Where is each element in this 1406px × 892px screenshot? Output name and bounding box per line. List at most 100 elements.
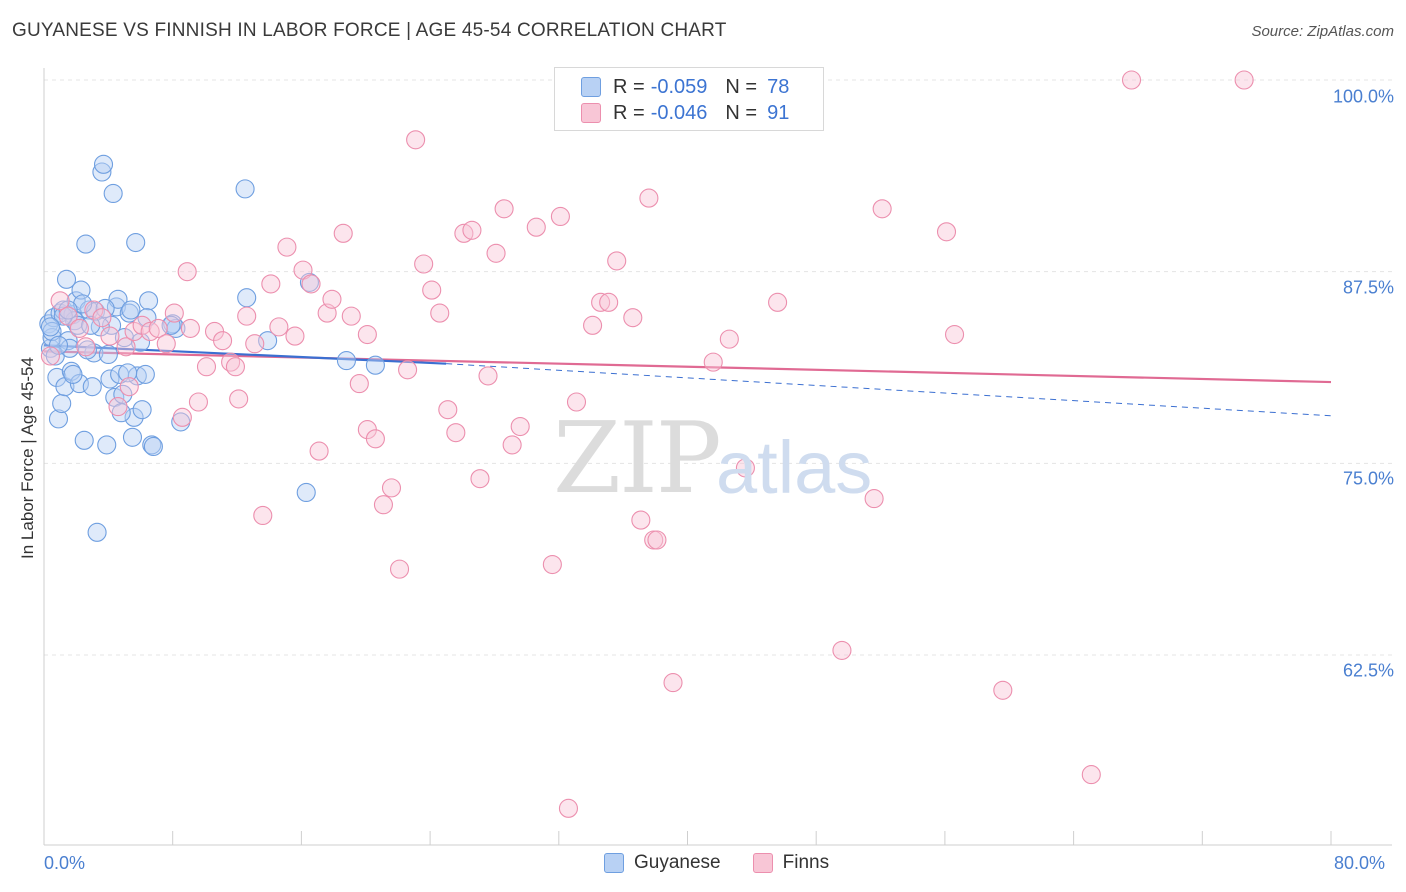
legend-label-guyanese: Guyanese — [634, 852, 721, 873]
n-label: N = — [725, 101, 758, 124]
finns-point — [349, 374, 369, 394]
guyanese-point — [119, 303, 139, 323]
guyanese-point — [93, 154, 114, 174]
finns-point — [398, 360, 418, 380]
finns-point — [357, 324, 377, 345]
finns-point — [510, 416, 530, 437]
guyanese-trend-extension — [446, 363, 1332, 417]
finns-point — [277, 237, 297, 257]
finns-point — [148, 318, 168, 338]
n-value: 78 — [767, 75, 790, 98]
finns-point — [225, 357, 245, 377]
guyanese-point — [82, 377, 102, 397]
finns-point — [196, 357, 217, 377]
guyanese-point — [97, 435, 117, 455]
r-value: -0.059 — [650, 75, 708, 98]
guyanese-point — [77, 340, 97, 360]
guyanese-point — [58, 331, 78, 351]
guyanese-point — [73, 294, 93, 314]
chart-title: GUYANESE VS FINNISH IN LABOR FORCE | AGE… — [12, 20, 727, 41]
finns-point — [69, 318, 89, 338]
series-legend: Guyanese Finns — [604, 852, 861, 874]
finns-point — [50, 291, 70, 311]
stats-legend: R = -0.059 N = 78 R = -0.046 N = 91 — [554, 67, 824, 131]
finns-point — [333, 223, 353, 243]
finns-point — [768, 292, 788, 312]
guyanese-point — [143, 436, 163, 457]
finns-point — [623, 308, 643, 328]
guyanese-point — [63, 364, 83, 384]
finns-point — [253, 505, 273, 526]
guyanese-point — [139, 291, 159, 311]
finns-point — [566, 392, 587, 412]
guyanese-point — [74, 430, 94, 450]
trend-lines — [43, 344, 1332, 417]
finns-point — [84, 300, 104, 320]
finns-point — [631, 510, 651, 530]
finns-point — [245, 334, 265, 354]
finns-point — [647, 530, 667, 550]
axes — [43, 68, 1392, 846]
finns-point — [872, 199, 892, 219]
finns-point — [164, 303, 184, 323]
finns-point — [583, 315, 603, 335]
guyanese-point — [365, 355, 385, 375]
finns-point — [180, 318, 200, 338]
finns-point — [58, 306, 78, 326]
guyanese-point — [48, 409, 69, 429]
finns-point — [832, 640, 852, 660]
finns-point — [558, 798, 579, 818]
legend-item-guyanese[interactable]: Guyanese — [604, 852, 721, 874]
guyanese-point — [81, 315, 101, 335]
finns-point — [591, 292, 611, 312]
finns-point — [639, 188, 659, 208]
stats-row-guyanese: R = -0.059 N = 78 — [581, 75, 789, 99]
finns-point — [237, 306, 257, 326]
legend-item-finns[interactable]: Finns — [752, 852, 830, 874]
finns-point — [389, 559, 410, 579]
guyanese-point — [121, 300, 141, 320]
finns-point — [341, 306, 361, 326]
finns-point — [261, 274, 281, 294]
guyanese-point — [92, 162, 112, 182]
finns-point — [108, 397, 128, 417]
guyanese-point — [103, 183, 123, 204]
guyanese-point — [87, 522, 107, 542]
legend-label-finns: Finns — [782, 852, 830, 873]
finns-point — [422, 280, 442, 300]
guyanese-point — [132, 400, 152, 420]
finns-points — [40, 70, 1254, 818]
finns-point — [599, 292, 619, 312]
finns-point — [285, 326, 305, 346]
finns-point — [945, 324, 965, 345]
finns-point — [406, 130, 426, 150]
finns-point — [526, 217, 546, 237]
finns-point — [663, 673, 683, 693]
finns-point — [550, 206, 570, 227]
source-label: Source: ZipAtlas.com — [1251, 23, 1394, 40]
guyanese-point — [100, 369, 120, 389]
finns-point — [1121, 70, 1142, 90]
guyanese-point — [126, 232, 146, 253]
guyanese-point — [52, 393, 72, 414]
guyanese-trend-line — [43, 344, 447, 365]
guyanese-point — [118, 363, 138, 383]
guyanese-point — [40, 317, 60, 337]
guyanese-swatch — [581, 77, 601, 97]
finns-point — [365, 429, 385, 449]
y-tick-label: 100.0% — [1332, 86, 1394, 107]
guyanese-point — [111, 403, 131, 423]
finns-point — [470, 469, 490, 489]
y-axis-label: In Labor Force | Age 45-54 — [18, 357, 37, 559]
finns-point — [446, 423, 466, 443]
finns-point — [430, 303, 450, 323]
finns-trend-line — [43, 350, 1332, 384]
finns-point — [719, 329, 739, 349]
finns-point — [229, 389, 249, 409]
finns-point — [864, 489, 884, 509]
finns-point — [414, 254, 434, 274]
y-tick-label: 62.5% — [1342, 660, 1394, 681]
finns-point — [119, 377, 139, 397]
finns-point — [373, 495, 393, 515]
guyanese-point — [296, 482, 316, 503]
